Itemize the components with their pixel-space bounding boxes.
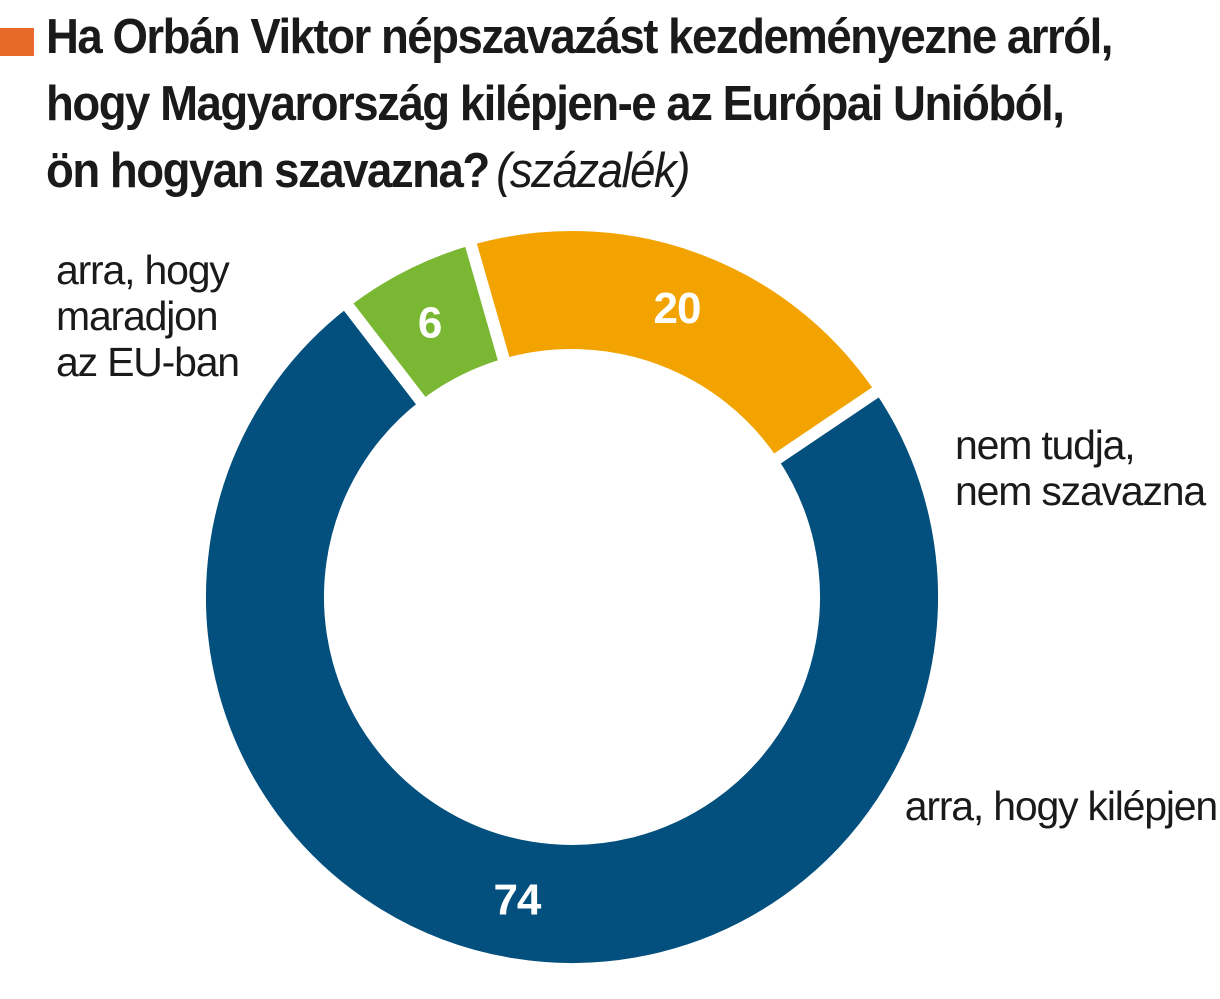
title-line-2: hogy Magyarország kilépjen-e az Európai … — [46, 77, 1065, 131]
title-line-3: ön hogyan szavazna? — [46, 144, 490, 198]
slice-category-label-line: az EU-ban — [56, 339, 239, 385]
title-marker — [0, 28, 34, 56]
title-line-1: Ha Orbán Viktor népszavazást kezdeményez… — [46, 10, 1113, 64]
slice-category-label-0: arra, hogy maradjon az EU-ban — [56, 247, 239, 385]
slice-category-label-line: arra, hogy — [56, 247, 230, 293]
slice-category-label-line: arra, hogy kilépjen — [905, 783, 1217, 829]
slice-category-label-line: maradjon — [56, 293, 217, 339]
chart-title: Ha Orbán Viktor népszavazást kezdeményez… — [46, 4, 1134, 205]
slice-category-label-line: nem szavazna — [955, 468, 1206, 514]
slice-value-label-1: 6 — [418, 298, 441, 347]
slice-value-label-2: 20 — [654, 284, 701, 333]
donut-slice-0 — [194, 293, 950, 975]
title-unit: (százalék) — [496, 144, 690, 198]
slice-value-label-0: 74 — [493, 876, 541, 925]
slice-category-label-line: nem tudja, — [955, 422, 1134, 468]
slice-category-label-2: arra, hogy kilépjen — [905, 783, 1217, 829]
slice-category-label-1: nem tudja, nem szavazna — [955, 422, 1206, 514]
donut-slice-2 — [462, 219, 889, 471]
